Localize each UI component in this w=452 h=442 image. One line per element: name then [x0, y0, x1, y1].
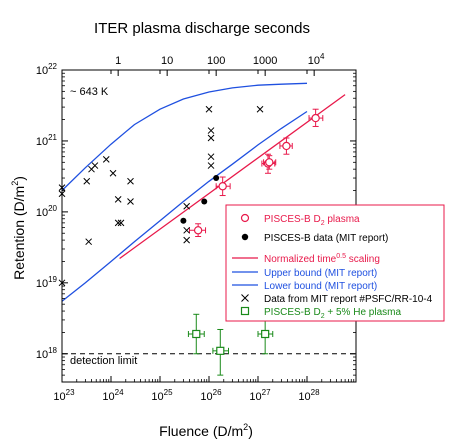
legend-item-mit-data: Data from MIT report #PSFC/RR-10-4 [241, 294, 433, 305]
data-point-x [114, 196, 122, 203]
data-point-x [207, 153, 215, 161]
data-point-x [114, 219, 122, 227]
x-tick-label: 1023 [53, 388, 75, 403]
legend-item-pisces-he: PISCES-B D2 + 5% He plasma [240, 306, 401, 320]
legend-box [225, 204, 445, 322]
marks-layer [58, 105, 324, 376]
y-tick-label: 1019 [36, 275, 58, 290]
x-tick-label: 1027 [249, 388, 271, 403]
legend-label-pisces-mit: PISCES-B data (MIT report) [264, 233, 388, 244]
top-axis-tick-label: 1000 [253, 55, 277, 67]
legend-label-pisces-he: PISCES-B D2 + 5% He plasma [264, 307, 401, 320]
data-point-x [183, 226, 191, 234]
series-line-4 [61, 110, 308, 302]
y-axis-label: Retention (D/m2) [10, 176, 27, 280]
chart-title: ITER plasma discharge seconds [94, 20, 310, 37]
data-point-x [205, 105, 213, 113]
legend-label-pisces-d2: PISCES-B D2 plasma [264, 214, 360, 227]
annotation-detection-limit: detection limit [70, 355, 137, 367]
data-point-x [127, 198, 134, 205]
data-point-x [183, 236, 191, 244]
data-point-x [83, 177, 91, 185]
series-line-3 [61, 82, 308, 191]
legend-item-pisces-d2: PISCES-B D2 plasma [240, 213, 360, 227]
data-point-filled-circle [201, 198, 208, 205]
x-tick-label: 1025 [151, 388, 173, 403]
legend-x-marker-icon [241, 294, 249, 302]
legend-item-pisces-mit: PISCES-B data (MIT report) [241, 233, 388, 244]
data-point-x [207, 127, 215, 134]
top-axis-tick-label: 104 [308, 52, 325, 67]
x-tick-label: 1028 [298, 388, 320, 403]
data-point-x [109, 169, 117, 177]
data-point-x [102, 156, 110, 163]
y-tick-label: 1021 [36, 133, 58, 148]
y-tick-label: 1020 [36, 204, 58, 219]
top-axis-tick-label: 1 [115, 55, 121, 67]
data-point-open-square [192, 329, 201, 339]
x-tick-label: 1024 [102, 388, 124, 403]
legend-item-lower-bound: Lower bound (MIT report) [232, 281, 377, 292]
legend-item-upper-bound: Upper bound (MIT report) [232, 268, 377, 279]
data-point-open-square [216, 346, 225, 355]
data-point-x [207, 134, 215, 142]
data-point-open-square [261, 329, 270, 339]
y-tick-label: 1022 [36, 62, 58, 77]
legend-label-lower-bound: Lower bound (MIT report) [264, 281, 377, 292]
data-point-open-circle [282, 141, 291, 151]
data-point-filled-circle [180, 217, 187, 224]
data-point-x [127, 177, 134, 185]
data-point-x [207, 162, 215, 169]
curves-layer [61, 82, 346, 302]
annotation-temperature: ~ 643 K [70, 86, 109, 98]
legend-open-square-icon [240, 306, 250, 316]
legend-open-circle-icon [240, 213, 250, 223]
y-tick-label: 1018 [36, 346, 58, 361]
legend-label-upper-bound: Upper bound (MIT report) [264, 268, 377, 279]
data-point-open-circle [218, 182, 227, 191]
data-point-x [91, 162, 99, 169]
data-point-open-circle [193, 226, 203, 235]
x-tick-label: 1026 [200, 388, 222, 403]
data-point-open-circle [311, 113, 320, 123]
legend-label-normalized-time: Normalized time0.5 scaling [264, 253, 380, 265]
legend-filled-circle-icon [241, 233, 249, 241]
legend-label-mit-data: Data from MIT report #PSFC/RR-10-4 [264, 294, 433, 305]
data-point-open-circle [265, 158, 274, 167]
series-line-2 [119, 94, 346, 260]
data-point-x [85, 238, 93, 246]
legend-item-normalized-time: Normalized time0.5 scaling [232, 253, 380, 265]
data-point-filled-circle [213, 175, 220, 182]
data-point-x [117, 219, 125, 227]
data-point-x [183, 202, 191, 210]
legend: PISCES-B D2 plasma PISCES-B data (MIT re… [225, 204, 445, 322]
ticks-layer: 1023 1024 1025 1026 1027 1028 1018 1019 1020 1021… [36, 52, 356, 403]
top-axis-tick-label: 100 [207, 55, 225, 67]
top-axis-tick-label: 10 [161, 55, 173, 67]
x-axis-label: Fluence (D/m2) [159, 422, 253, 439]
data-point-x [256, 105, 264, 113]
